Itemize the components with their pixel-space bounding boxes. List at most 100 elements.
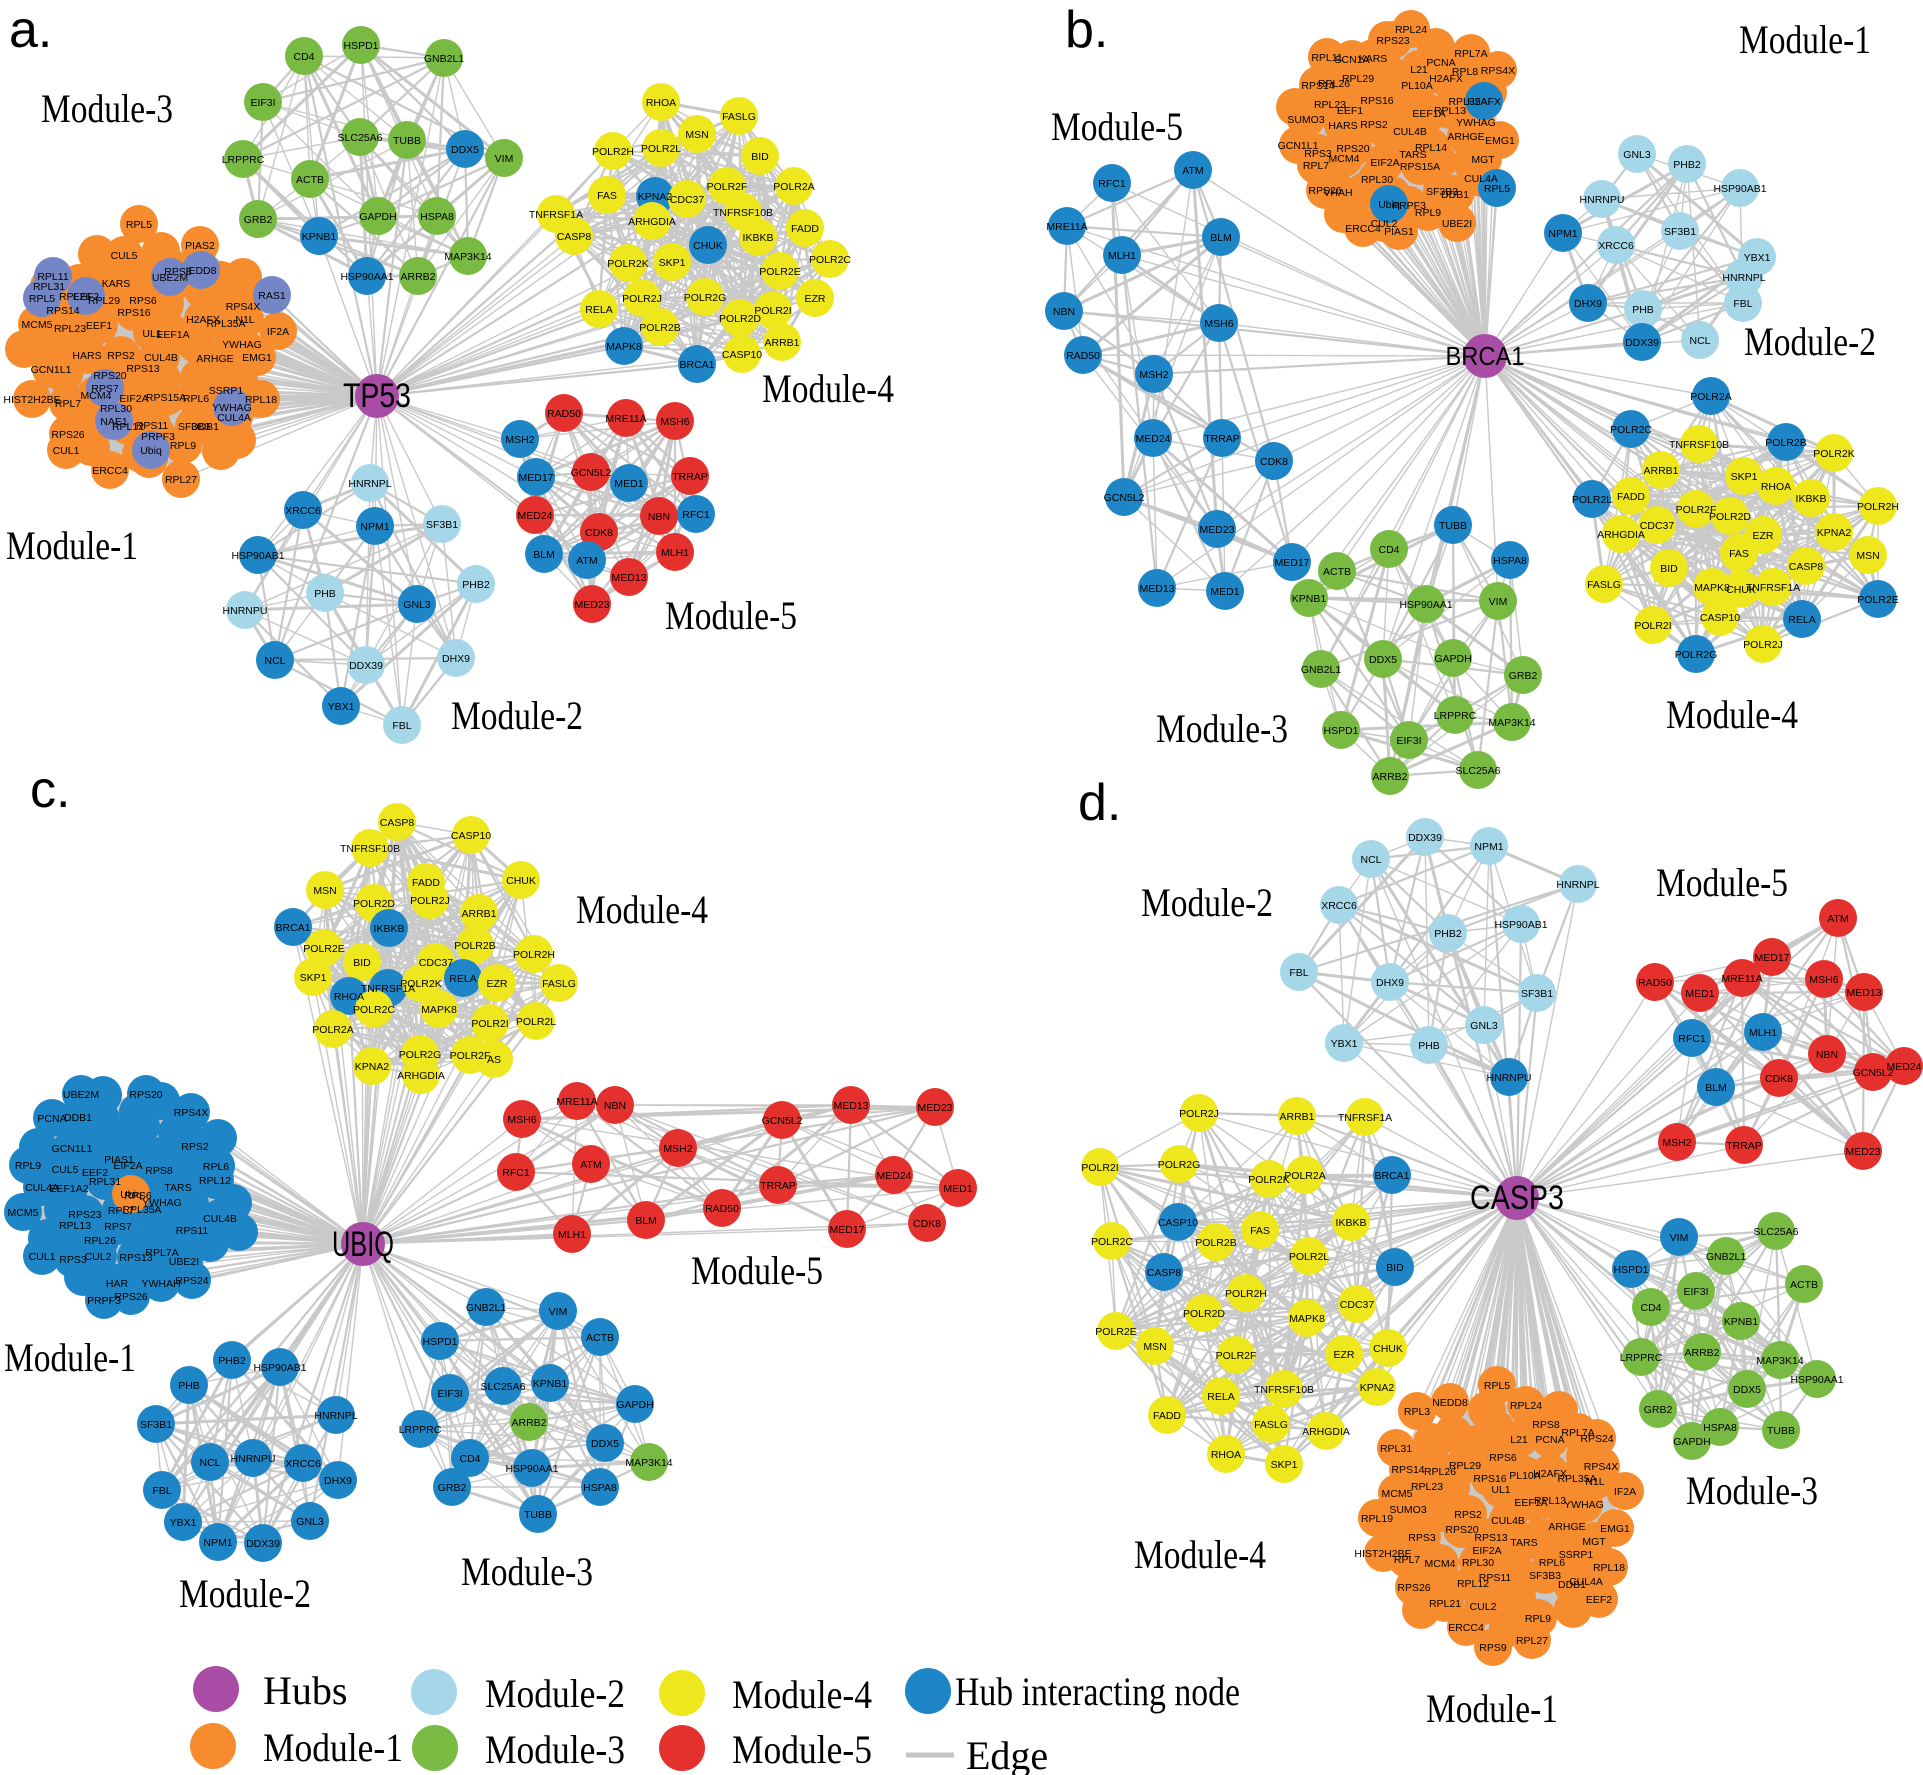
svg-text:TRRAP: TRRAP (1726, 1140, 1762, 1152)
svg-text:KARS: KARS (1359, 53, 1388, 65)
svg-text:TNFRSF1A: TNFRSF1A (1746, 582, 1800, 594)
svg-text:MED23: MED23 (1845, 1146, 1880, 1158)
svg-text:SF3B1: SF3B1 (1664, 226, 1696, 238)
svg-text:MLH1: MLH1 (1108, 250, 1136, 262)
svg-text:POLR2A: POLR2A (1690, 391, 1731, 403)
svg-text:SLC25A6: SLC25A6 (1456, 765, 1501, 777)
svg-text:ACTB: ACTB (1323, 566, 1351, 578)
svg-text:RPL5: RPL5 (29, 293, 55, 305)
svg-text:RPS6: RPS6 (1489, 1452, 1517, 1464)
svg-text:DDX39: DDX39 (349, 660, 383, 672)
svg-text:RPS2: RPS2 (1454, 1509, 1482, 1521)
svg-text:MSH6: MSH6 (660, 416, 689, 428)
svg-text:ATM: ATM (1827, 913, 1848, 925)
svg-text:BLM: BLM (1705, 1082, 1727, 1094)
svg-text:DDB1: DDB1 (191, 421, 219, 433)
svg-text:CD4: CD4 (1378, 544, 1399, 556)
svg-text:HSP90AB1: HSP90AB1 (253, 1362, 306, 1374)
svg-text:ERCC4: ERCC4 (1345, 223, 1381, 235)
svg-text:TNFRSF10B: TNFRSF10B (340, 843, 400, 855)
svg-text:MSH6: MSH6 (1204, 318, 1233, 330)
svg-text:HSP90AA1: HSP90AA1 (505, 1463, 558, 1475)
svg-text:Module-1: Module-1 (1426, 1686, 1558, 1731)
svg-text:RPL24: RPL24 (1395, 24, 1427, 36)
svg-text:ARRB2: ARRB2 (400, 271, 435, 283)
svg-text:RELA: RELA (1788, 614, 1815, 626)
svg-text:XRCC6: XRCC6 (285, 505, 321, 517)
svg-text:UBE2M: UBE2M (63, 1089, 99, 1101)
svg-text:CASP8: CASP8 (380, 817, 415, 829)
svg-text:N1L: N1L (235, 314, 254, 326)
svg-text:RPL31: RPL31 (89, 1176, 121, 1188)
svg-text:MED17: MED17 (518, 472, 553, 484)
svg-text:SUMO3: SUMO3 (1287, 114, 1325, 126)
svg-text:RPS26: RPS26 (1397, 1582, 1430, 1594)
svg-text:POLR2D: POLR2D (353, 898, 395, 910)
svg-text:EEF2: EEF2 (73, 291, 99, 303)
svg-text:POLR2G: POLR2G (684, 292, 727, 304)
svg-text:POLR2I: POLR2I (1634, 620, 1671, 632)
svg-text:TARS: TARS (1399, 149, 1426, 161)
svg-text:HSPD1: HSPD1 (343, 40, 378, 52)
svg-text:Module-3: Module-3 (461, 1549, 593, 1594)
svg-text:CUL4A: CUL4A (217, 412, 251, 424)
svg-text:ERCC4: ERCC4 (92, 465, 128, 477)
svg-text:CHUK: CHUK (506, 875, 536, 887)
svg-text:POLR2D: POLR2D (1183, 1308, 1225, 1320)
svg-text:Module-1: Module-1 (1739, 17, 1871, 62)
svg-text:RPS13: RPS13 (126, 363, 159, 375)
svg-text:GAPDH: GAPDH (359, 211, 396, 223)
svg-text:MAPK8: MAPK8 (606, 341, 642, 353)
svg-text:Module-4: Module-4 (1666, 692, 1798, 737)
svg-text:FBL: FBL (392, 720, 411, 732)
svg-text:POLR2H: POLR2H (1857, 501, 1899, 513)
svg-text:SKP1: SKP1 (659, 257, 686, 269)
svg-text:PIAS2: PIAS2 (185, 240, 215, 252)
svg-text:RPS9: RPS9 (1479, 1642, 1507, 1654)
svg-text:HSPA8: HSPA8 (420, 211, 454, 223)
svg-text:RPL24: RPL24 (1510, 1400, 1542, 1412)
svg-text:LRPPRC: LRPPRC (222, 154, 265, 166)
svg-text:RPL7: RPL7 (1394, 1554, 1420, 1566)
svg-text:YWHAG: YWHAG (222, 339, 262, 351)
svg-text:Ubiq: Ubiq (1378, 199, 1400, 211)
svg-text:RPL23: RPL23 (1314, 99, 1346, 111)
svg-text:CDC37: CDC37 (1340, 1299, 1375, 1311)
svg-text:HNRNPU: HNRNPU (1487, 1072, 1532, 1084)
svg-text:ATM: ATM (1182, 165, 1203, 177)
svg-text:RPS13: RPS13 (1474, 1532, 1507, 1544)
svg-text:TRRAP: TRRAP (1204, 433, 1240, 445)
svg-text:RPL19: RPL19 (1361, 1513, 1393, 1525)
svg-text:RPL8: RPL8 (1452, 66, 1478, 78)
svg-text:GCN5L2: GCN5L2 (762, 1115, 803, 1127)
svg-text:MAPK8: MAPK8 (1694, 582, 1730, 594)
svg-text:POLR2C: POLR2C (353, 1004, 395, 1016)
svg-text:RPS11: RPS11 (176, 1225, 209, 1237)
svg-text:PCNA: PCNA (37, 1113, 66, 1125)
svg-text:CASP10: CASP10 (1158, 1217, 1198, 1229)
svg-text:CHUK: CHUK (693, 240, 723, 252)
svg-text:RPL6: RPL6 (203, 1161, 229, 1173)
svg-text:MED17: MED17 (1754, 952, 1789, 964)
svg-text:POLR2G: POLR2G (1675, 649, 1718, 661)
svg-text:RPL7: RPL7 (108, 1205, 134, 1217)
svg-text:DHX9: DHX9 (324, 1475, 352, 1487)
svg-text:RPS20: RPS20 (129, 1089, 162, 1101)
svg-text:MGT: MGT (1471, 154, 1495, 166)
svg-text:POLR2B: POLR2B (1195, 1237, 1236, 1249)
svg-text:RPS7: RPS7 (104, 1221, 132, 1233)
svg-text:YWHAH: YWHAH (141, 1278, 180, 1290)
svg-text:GNL3: GNL3 (1470, 1020, 1498, 1032)
svg-text:CUL1: CUL1 (29, 1251, 56, 1263)
svg-text:UL1: UL1 (1491, 1484, 1510, 1496)
svg-text:RPL12: RPL12 (199, 1175, 231, 1187)
svg-text:SUMO3: SUMO3 (1389, 1504, 1427, 1516)
svg-text:RPL29: RPL29 (88, 295, 120, 307)
svg-text:EEF1A: EEF1A (156, 329, 189, 341)
svg-text:YWHAG: YWHAG (1456, 117, 1496, 129)
svg-text:RPL6: RPL6 (183, 393, 209, 405)
svg-text:POLR2A: POLR2A (312, 1024, 353, 1036)
svg-text:ARRB1: ARRB1 (1279, 1111, 1314, 1123)
svg-text:Module-5: Module-5 (691, 1248, 823, 1293)
svg-text:Module-3: Module-3 (41, 86, 173, 131)
